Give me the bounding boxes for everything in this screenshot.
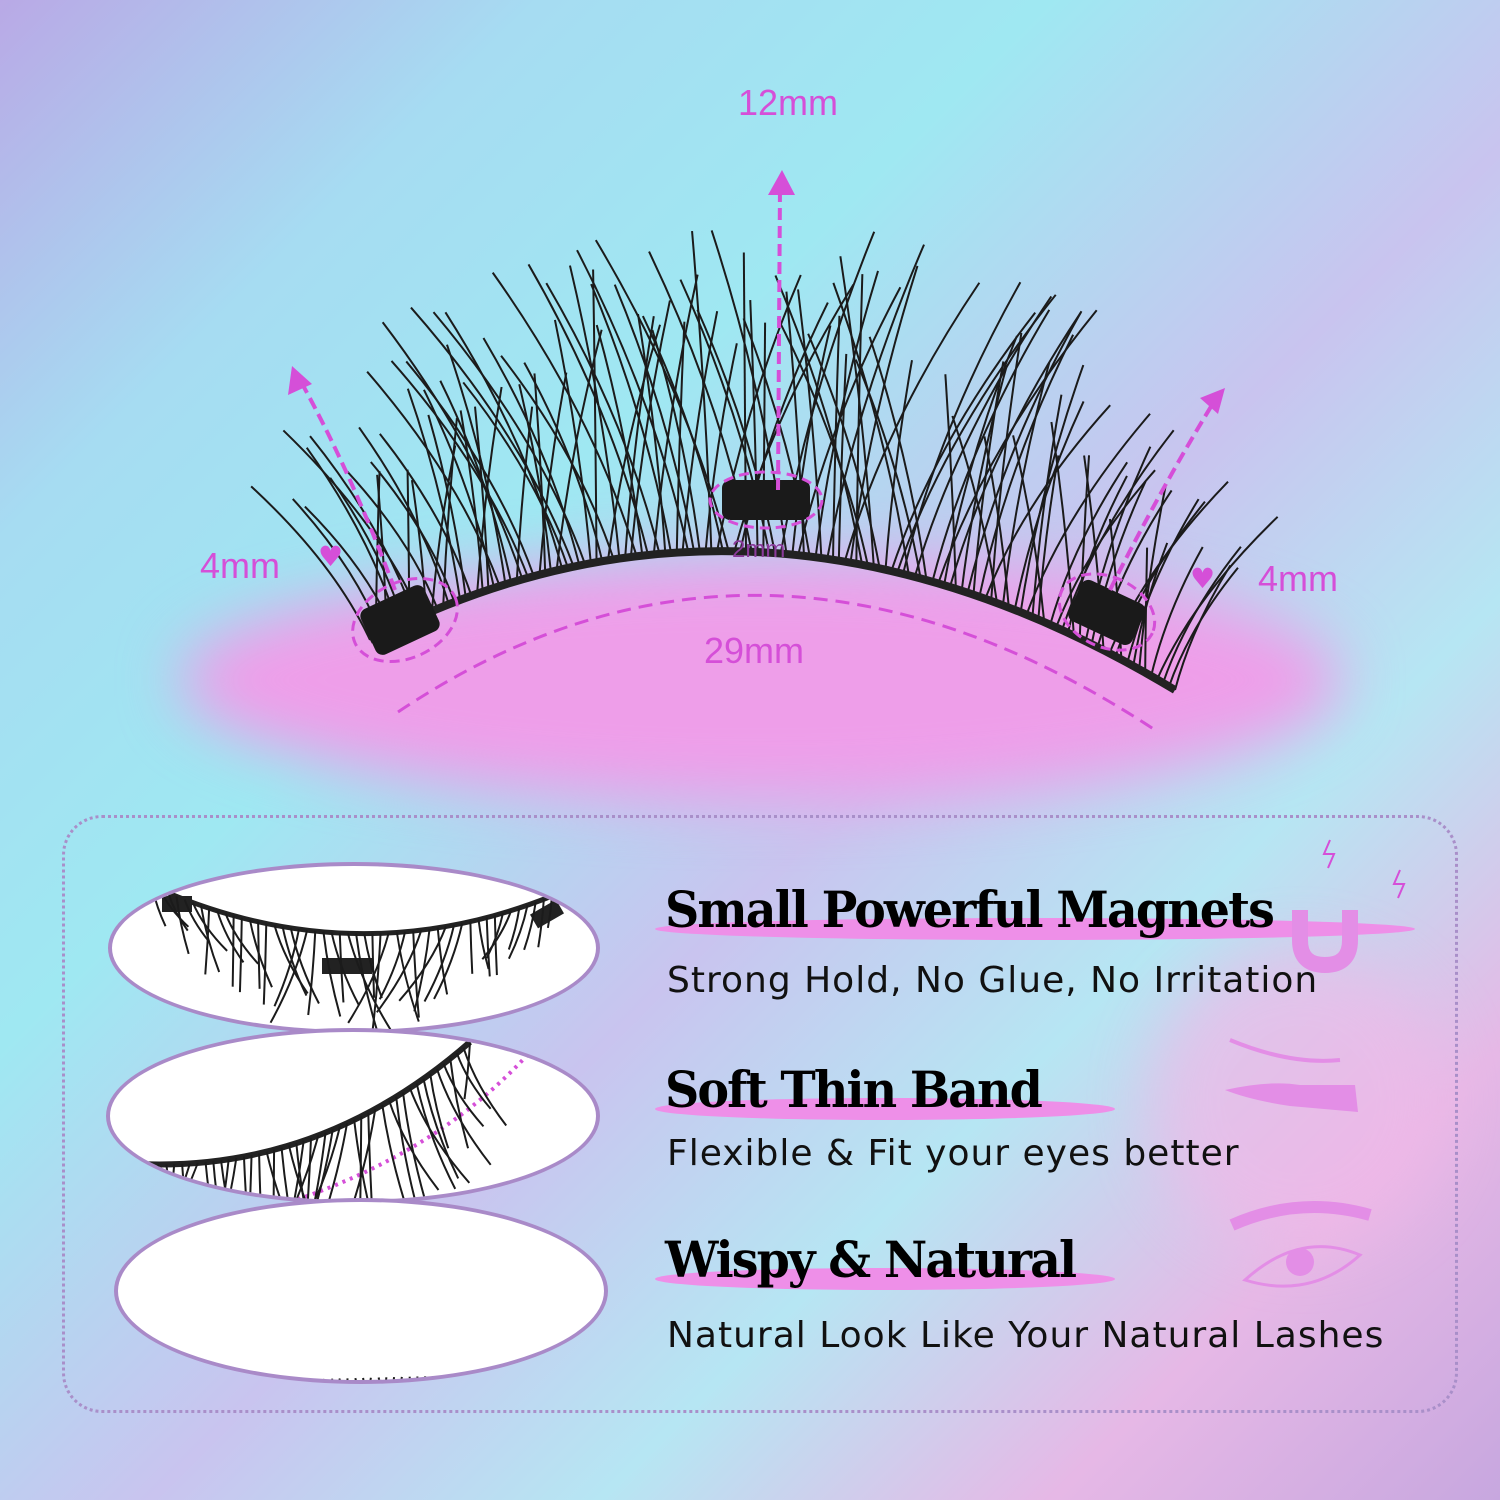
lash-strand: [273, 1150, 274, 1204]
magnet-center: [722, 480, 810, 520]
lash-strand: [903, 282, 1020, 574]
heart-icon-right: ♥: [1190, 562, 1215, 595]
lash-strand: [233, 916, 234, 987]
lash-strand: [463, 1048, 506, 1126]
lash-strand: [259, 1153, 263, 1204]
feature-subtitle: Flexible & Fit your eyes better: [667, 1133, 1240, 1174]
length-left-label: 4mm: [200, 545, 280, 587]
lash-strand: [372, 934, 374, 998]
lash-strand: [264, 924, 266, 1005]
length-right-label: 4mm: [1258, 558, 1338, 600]
lash-strand: [360, 1116, 361, 1204]
lash-strand: [360, 1377, 402, 1384]
lash-strand: [283, 430, 420, 616]
lash-strand: [258, 922, 259, 989]
lash-strand: [347, 1378, 371, 1384]
lash-strand: [240, 918, 242, 992]
lash-strand: [945, 374, 955, 589]
lash-strand: [363, 1378, 392, 1384]
closeup-magnets: [108, 862, 600, 1034]
lash-strand: [110, 1163, 118, 1204]
lash-strand: [250, 920, 272, 987]
feature-title: Soft Thin Band: [665, 1060, 1041, 1119]
length-center-label: 12mm: [738, 82, 838, 124]
lash-strand: [870, 337, 927, 580]
lash-strand: [495, 915, 497, 975]
lash-strand: [1032, 395, 1061, 617]
lash-strand: [154, 1164, 159, 1204]
lash-strand: [444, 1064, 484, 1127]
lash-strand: [833, 316, 839, 560]
magnet-left: [358, 583, 443, 658]
magnet-width-label: 2mm: [732, 536, 785, 564]
lash-strand: [1145, 548, 1147, 673]
closeup-wispy: [114, 1198, 608, 1384]
feature-subtitle: Strong Hold, No Glue, No Irritation: [667, 960, 1318, 1001]
lash-strand: [271, 930, 308, 1022]
feature-subtitle: Natural Look Like Your Natural Lashes: [667, 1315, 1384, 1356]
lash-strand: [839, 354, 846, 561]
lash-strand: [380, 434, 472, 596]
heart-icon-left: ♥: [318, 540, 343, 573]
lash-strand: [127, 1163, 198, 1204]
lash-strand: [323, 932, 340, 1017]
length-arrow-center: [778, 185, 780, 490]
lash-strand: [886, 360, 912, 569]
lash-strand: [307, 448, 398, 626]
lash-strand: [205, 908, 209, 974]
lash-strand: [308, 931, 315, 1015]
lash-strand: [110, 1164, 134, 1204]
lash-strand: [470, 922, 472, 974]
lash-strand: [166, 1164, 183, 1204]
feature-title: Small Powerful Magnets: [665, 880, 1273, 939]
lash-strand: [145, 1164, 150, 1204]
lash-strand: [353, 1377, 395, 1384]
closeup-band: [106, 1028, 600, 1204]
feature-title: Wispy & Natural: [665, 1230, 1075, 1289]
lash-strand: [593, 269, 596, 562]
band-length-label: 29mm: [704, 630, 804, 672]
lash-strand: [348, 933, 389, 1023]
lash-strand: [247, 1155, 252, 1204]
